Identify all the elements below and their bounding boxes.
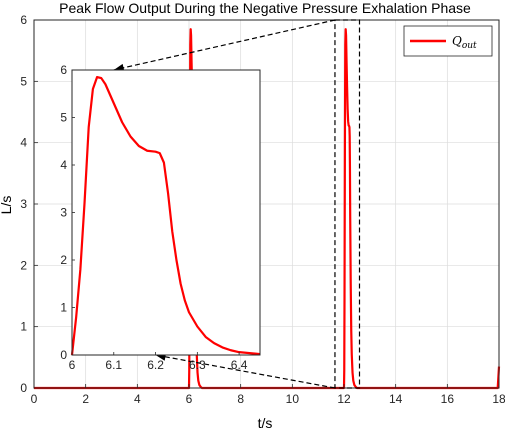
inset-x-tick-label: 6.1 — [105, 358, 122, 372]
y-tick-label: 2 — [20, 258, 27, 272]
legend-label-sub: out — [462, 41, 477, 51]
zoom-box — [334, 19, 361, 389]
x-tick-label: 8 — [237, 392, 244, 406]
y-tick-label: 4 — [20, 136, 27, 150]
x-tick-label: 4 — [134, 392, 141, 406]
legend: Qout — [403, 25, 493, 57]
inset-background — [72, 70, 260, 355]
x-tick-label: 6 — [186, 392, 193, 406]
inset-y-tick-label: 0 — [60, 348, 67, 362]
inset-y-tick-label: 2 — [60, 253, 67, 267]
y-tick-label: 3 — [20, 197, 27, 211]
inset-x-tick-label: 6.2 — [147, 358, 164, 372]
y-tick-label: 5 — [20, 74, 27, 88]
x-tick-label: 14 — [389, 392, 403, 406]
inset-y-tick-label: 1 — [60, 301, 67, 315]
inset-x-tick-label: 6.4 — [231, 358, 248, 372]
inset-x-tick-label: 6 — [69, 358, 76, 372]
x-axis-label: t/s — [258, 415, 273, 430]
x-tick-label: 16 — [441, 392, 455, 406]
x-tick-label: 12 — [337, 392, 351, 406]
y-tick-label: 6 — [20, 13, 27, 27]
x-tick-label: 10 — [286, 392, 300, 406]
inset-y-tick-label: 3 — [60, 206, 67, 220]
chart-title: Peak Flow Output During the Negative Pre… — [59, 0, 471, 16]
inset-series-line — [70, 76, 261, 356]
y-tick-label: 1 — [20, 320, 27, 334]
x-tick-label: 0 — [31, 392, 38, 406]
inset-y-tick-label: 5 — [60, 111, 67, 125]
zoom-arrow-top — [113, 19, 336, 71]
inset-x-tick-label: 6.3 — [189, 358, 206, 372]
inset-chart: 6 6.1 6.2 6.3 6.4 0 1 2 3 4 5 6 — [60, 63, 261, 372]
y-tick-label: 0 — [20, 381, 27, 395]
inset-y-tick-label: 4 — [60, 158, 67, 172]
x-tick-label: 2 — [82, 392, 89, 406]
y-axis-label: L/s — [0, 196, 14, 215]
zoom-rectangle — [334, 19, 361, 389]
x-tick-label: 18 — [492, 392, 505, 406]
zoom-arrow-bottom — [155, 354, 336, 389]
legend-label: Qout — [452, 34, 477, 51]
legend-label-main: Q — [452, 34, 462, 48]
inset-y-tick-label: 6 — [60, 63, 67, 77]
